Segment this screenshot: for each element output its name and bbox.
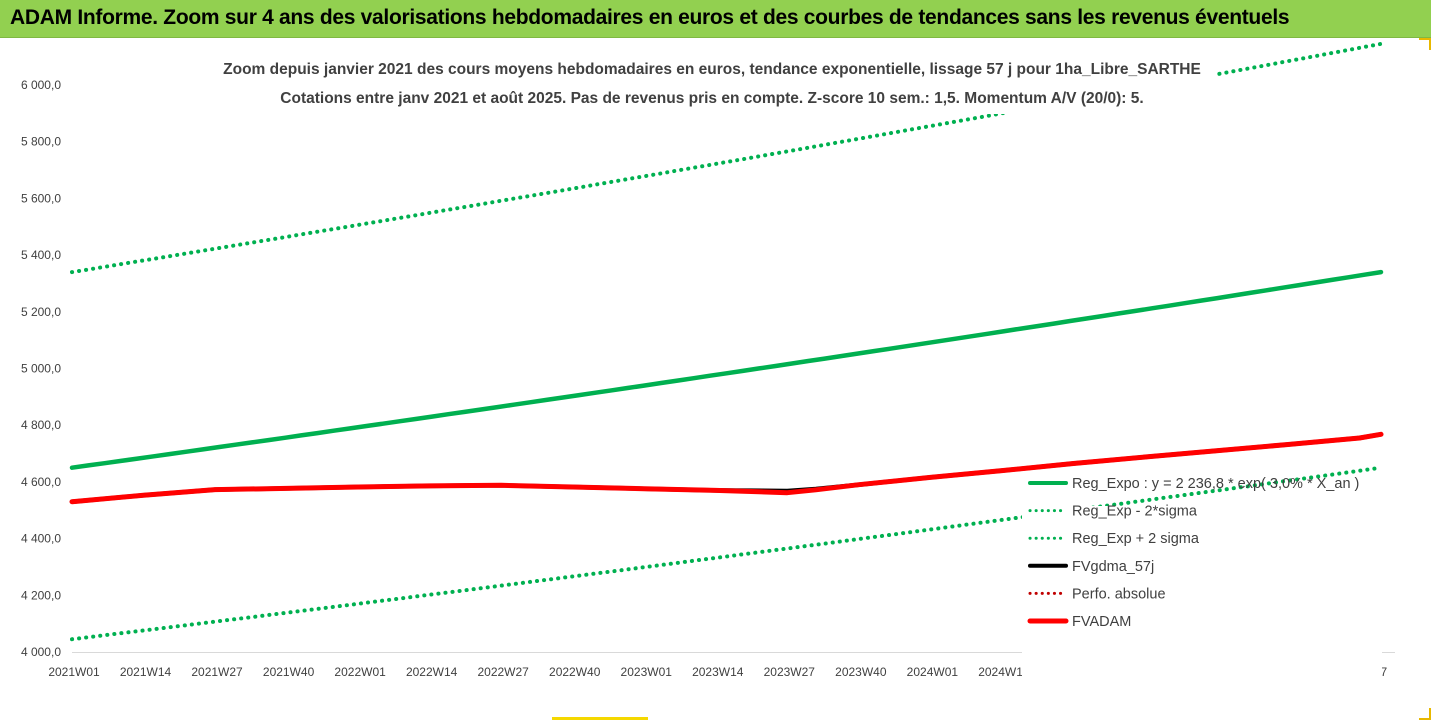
selection-handle-bottom [552,717,648,720]
legend-item-fvadam: FVADAM [1027,614,1131,630]
x-tick-label: 2024W01 [907,665,959,679]
y-tick-label: 4 800,0 [21,418,61,432]
x-tick-label: 2022W01 [334,665,386,679]
y-tick-label: 5 800,0 [21,135,61,149]
legend-label: FVgdma_57j [1072,559,1154,575]
series-fvadam [69,431,1384,505]
legend-item-reg-exp-minus: Reg_Exp - 2*sigma [1028,504,1198,520]
x-tick-label: 2022W14 [406,665,458,679]
legend-item-perfo-absolue: Perfo. absolue [1028,586,1166,602]
x-tick-label: 2024W14 [978,665,1030,679]
selection-corner-bottom-right [1419,708,1431,720]
y-tick-label: 4 200,0 [21,588,61,602]
x-tick-label: 2022W27 [477,665,529,679]
x-tick-label: 2023W27 [764,665,816,679]
legend-label: FVADAM [1072,614,1131,630]
y-tick-label: 4 600,0 [21,475,61,489]
x-tick-label: 2022W40 [549,665,601,679]
chart-title-line-1: Zoom depuis janvier 2021 des cours moyen… [223,61,1201,78]
y-tick-label: 5 400,0 [21,248,61,262]
legend-label: Reg_Exp - 2*sigma [1072,504,1198,520]
y-tick-label: 4 400,0 [21,532,61,546]
y-tick-label: 5 200,0 [21,305,61,319]
legend-label: Reg_Expo : y = 2 236,8 * exp( 3,0% * X_a… [1072,476,1359,492]
report-banner: ADAM Informe. Zoom sur 4 ans des valoris… [0,0,1431,38]
x-tick-label: 2021W27 [191,665,243,679]
chart-title-box: Zoom depuis janvier 2021 des cours moyen… [208,52,1216,114]
legend-item-reg-exp-plus: Reg_Exp + 2 sigma [1028,531,1200,547]
report-title: ADAM Informe. Zoom sur 4 ans des valoris… [10,6,1290,29]
x-tick-label: 2021W14 [120,665,172,679]
legend-label: Reg_Exp + 2 sigma [1072,531,1200,547]
x-tick-label: 2023W40 [835,665,887,679]
chart-title-background [208,52,1216,114]
y-tick-label: 6 000,0 [21,78,61,92]
legend-background [1022,506,1382,676]
x-tick-label: 2021W40 [263,665,315,679]
series-reg-expo [69,269,1384,470]
y-tick-label: 5 600,0 [21,191,61,205]
legend: Reg_Expo : y = 2 236,8 * exp( 3,0% * X_a… [1022,76,1385,676]
title-box-extension [1205,76,1385,102]
legend-item-reg-expo: Reg_Expo : y = 2 236,8 * exp( 3,0% * X_a… [1028,476,1359,492]
selection-corner-top-right [1419,38,1431,50]
legend-label: Perfo. absolue [1072,586,1166,602]
series-reg-exp-minus-2sigma [70,465,1383,642]
y-tick-label: 4 000,0 [21,645,61,659]
line-chart: 4 000,0 4 200,0 4 400,0 4 600,0 4 800,0 5 000… [21,41,1395,679]
x-tick-label: 2023W14 [692,665,744,679]
chart-title-line-2: Cotations entre janv 2021 et août 2025. … [280,90,1143,107]
legend-item-fvgdma: FVgdma_57j [1028,559,1154,575]
x-tick-label: 2021W01 [48,665,100,679]
y-tick-label: 5 000,0 [21,362,61,376]
chart-area: 4 000,0 4 200,0 4 400,0 4 600,0 4 800,0 5 000… [0,38,1431,720]
x-tick-label: 2023W01 [621,665,673,679]
